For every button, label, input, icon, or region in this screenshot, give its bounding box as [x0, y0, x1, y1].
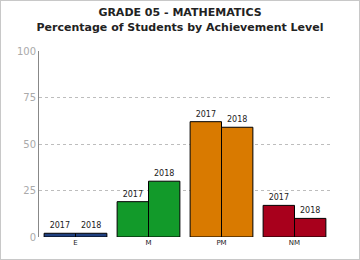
svg-text:2017: 2017: [196, 110, 216, 119]
svg-text:M: M: [145, 239, 151, 247]
svg-text:50: 50: [23, 139, 36, 150]
svg-text:PM: PM: [216, 239, 226, 247]
svg-text:2017: 2017: [50, 221, 70, 230]
svg-text:100: 100: [17, 46, 36, 57]
svg-text:2018: 2018: [81, 221, 101, 230]
svg-text:NM: NM: [289, 239, 300, 247]
svg-text:2017: 2017: [123, 190, 143, 199]
svg-text:E: E: [73, 239, 77, 247]
svg-text:0: 0: [30, 232, 36, 243]
svg-text:2018: 2018: [300, 206, 320, 215]
svg-text:2018: 2018: [227, 115, 247, 124]
svg-text:2017: 2017: [269, 193, 289, 202]
svg-text:25: 25: [23, 185, 36, 196]
svg-text:GRADE 05 - MATHEMATICSPercenta: GRADE 05 - MATHEMATICSPercentage of Stud…: [37, 6, 324, 33]
svg-text:2018: 2018: [154, 169, 174, 178]
svg-text:75: 75: [23, 92, 36, 103]
